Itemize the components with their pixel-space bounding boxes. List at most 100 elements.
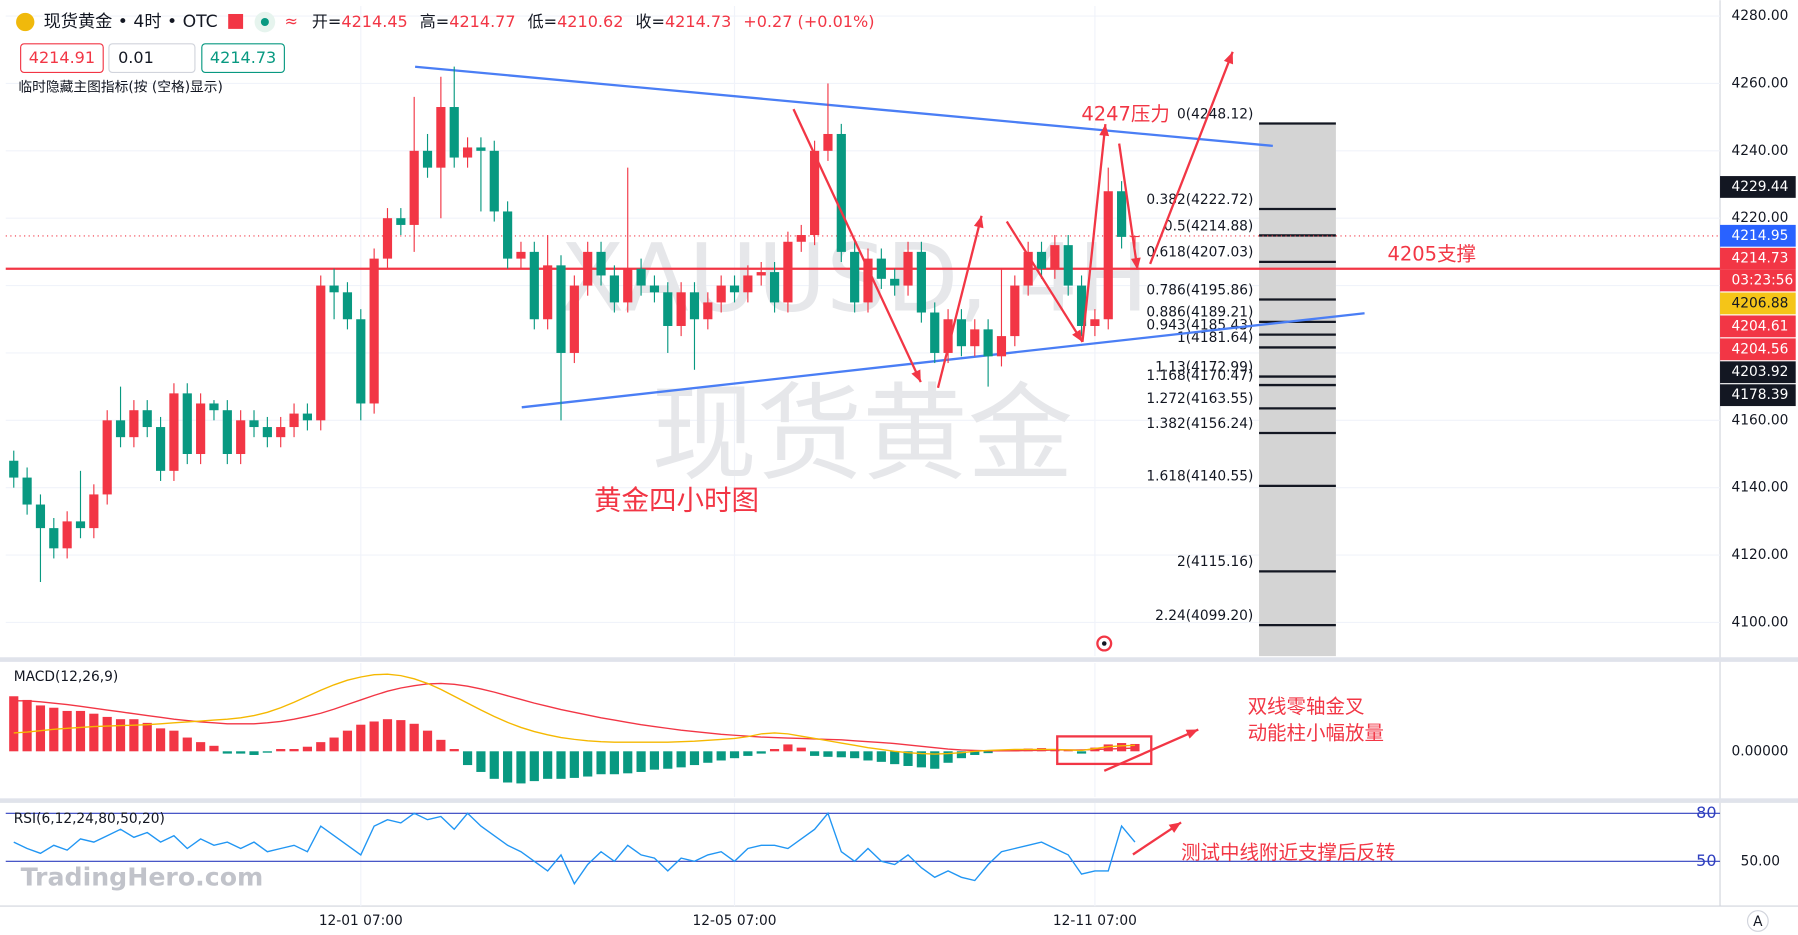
sell-button[interactable] — [20, 43, 104, 74]
pane-separator — [0, 798, 1798, 803]
flag-icon[interactable] — [228, 13, 244, 29]
candle-body — [703, 302, 713, 320]
candle-body — [289, 413, 299, 428]
ohlc-label: 低= — [528, 12, 558, 31]
macd-histogram-bar — [636, 751, 646, 772]
candle-body — [609, 275, 619, 303]
annotation-arrow — [1081, 123, 1107, 343]
macd-histogram-bar — [689, 751, 700, 766]
candle-body — [476, 147, 486, 151]
pane-separator — [0, 657, 1798, 662]
macd-histogram-bar — [236, 751, 246, 754]
candle-body — [636, 268, 646, 286]
macd-histogram-bar — [623, 751, 633, 774]
candle-body — [302, 413, 312, 421]
macd-histogram-bar — [142, 722, 152, 752]
x-tick-label: 12-11 07:00 — [1053, 913, 1137, 929]
sell-price[interactable]: 4214.91 — [29, 48, 95, 67]
price-tag — [1720, 247, 1796, 270]
fib-level-label: 1(4181.64) — [1177, 330, 1253, 346]
candle-body — [342, 292, 353, 320]
buy-price[interactable]: 4214.73 — [210, 48, 276, 67]
macd-histogram-bar — [182, 737, 192, 752]
price-tag-label: 4204.56 — [1731, 341, 1788, 357]
macd-histogram-bar — [329, 737, 339, 752]
fib-level-label: 0.618(4207.03) — [1146, 245, 1253, 261]
macd-histogram-bar — [302, 746, 312, 752]
x-tick-label: 12-01 07:00 — [319, 913, 403, 929]
rsi-tick-label: 50.00 — [1741, 853, 1780, 869]
macd-histogram-bar — [396, 720, 406, 752]
macd-histogram-bar — [930, 751, 940, 769]
macd-title: MACD(12,26,9) — [14, 669, 118, 685]
ohlc-value: 4214.73 — [665, 12, 731, 31]
y-tick-label: 4220.00 — [1731, 210, 1788, 226]
candle-body — [62, 521, 72, 549]
macd-histogram-bar — [1130, 743, 1140, 752]
macd-histogram-bar — [222, 751, 232, 754]
candle-body — [75, 521, 86, 529]
candle-body — [49, 528, 59, 549]
trendline — [521, 312, 1365, 409]
macd-histogram-bar — [903, 751, 913, 766]
candle-body — [489, 150, 499, 212]
candle-body — [930, 312, 940, 353]
candle-body — [836, 133, 846, 252]
arrow-head — [1223, 51, 1234, 65]
countdown-tag — [1720, 269, 1796, 292]
annotation-arrow — [1149, 51, 1234, 265]
candle-body — [369, 258, 379, 404]
candle-body — [1063, 245, 1073, 286]
buy-button[interactable] — [201, 43, 285, 74]
price-tag-label: 4204.61 — [1731, 318, 1788, 334]
macd-histogram-bar — [102, 716, 112, 752]
macd-histogram-bar — [503, 751, 513, 783]
macd-histogram-bar — [743, 751, 753, 756]
candle-body — [663, 292, 673, 326]
fib-zone — [1259, 123, 1336, 657]
spread-value[interactable]: 0.01 — [118, 48, 154, 67]
macd-histogram-bar — [583, 751, 593, 777]
price-tag — [1720, 176, 1796, 198]
fib-level-label: 0.382(4222.72) — [1146, 192, 1253, 208]
macd-histogram-bar — [89, 713, 99, 752]
candle-body — [249, 420, 259, 428]
macd-histogram-bar — [983, 751, 993, 754]
auto-scale-label[interactable]: A — [1753, 914, 1763, 930]
candle-body — [169, 393, 179, 471]
annotation-arrow — [1118, 143, 1139, 270]
arrow-head — [1072, 329, 1083, 342]
macd-histogram-bar — [409, 723, 419, 752]
candle-body — [903, 251, 913, 286]
candle-body — [409, 150, 419, 225]
candle-body — [222, 410, 232, 455]
price-tag — [1720, 384, 1796, 407]
candle-body — [796, 235, 806, 242]
macd-histogram-bar — [35, 705, 46, 752]
ohlc-label: 高= — [420, 12, 450, 31]
candle-body — [196, 403, 206, 455]
macd-histogram-bar — [596, 751, 606, 775]
price-tag-label: 4214.95 — [1731, 228, 1788, 244]
ohlc-legend: 开=4214.45 高=4214.77 低=4210.62 收=4214.73 … — [312, 12, 875, 31]
macd-histogram-bar — [316, 742, 326, 752]
candle-body — [209, 403, 219, 411]
annotation-arrow — [792, 108, 922, 383]
macd-histogram-bar — [970, 751, 980, 755]
y-tick-label: 4160.00 — [1731, 412, 1788, 428]
auto-scale-button[interactable] — [1746, 910, 1769, 932]
fib-level-label: 2(4115.16) — [1177, 554, 1253, 570]
price-tag-label: 4178.39 — [1731, 387, 1788, 403]
status-wave: ≈ — [285, 12, 298, 31]
candle-body — [743, 275, 753, 293]
candle-body — [956, 319, 967, 347]
candle-body — [529, 251, 539, 320]
rsi-level-label: 50 — [1696, 851, 1716, 870]
macd-histogram-bar — [876, 751, 886, 762]
macd-histogram-bar — [890, 751, 900, 765]
quantity-input[interactable] — [108, 43, 196, 74]
macd-histogram-bar — [783, 744, 793, 752]
candle-body — [89, 494, 99, 529]
macd-histogram-bar — [155, 728, 166, 752]
